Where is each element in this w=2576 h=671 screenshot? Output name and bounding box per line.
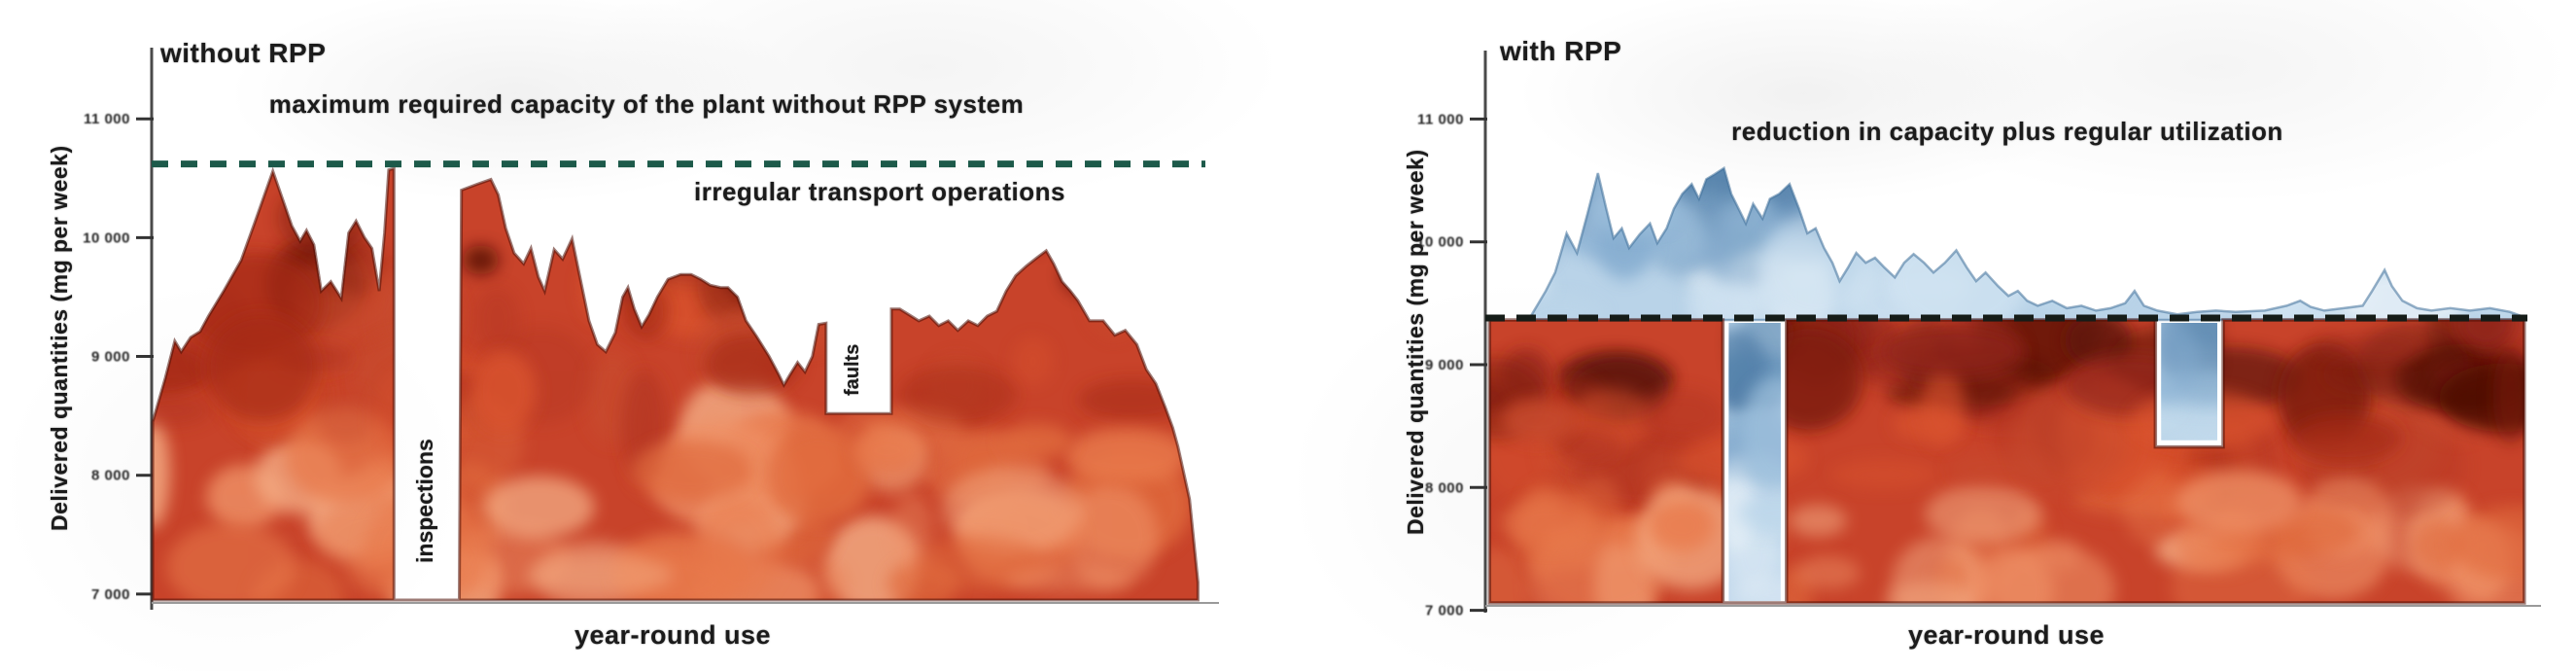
reduction-capacity-label: reduction in capacity plus regular utili… <box>1731 117 2283 146</box>
y-tick-label: 7 000 <box>1425 603 1464 619</box>
texture-blobs <box>1728 323 1781 601</box>
x-axis-label: year-round use <box>574 620 772 650</box>
plot-area-without-rpp: 11 000 10 000 9 000 8 000 7 000 <box>83 48 1219 610</box>
y-tick-label: 7 000 <box>91 586 130 603</box>
capacity-line-label: maximum required capacity of the plant w… <box>268 89 1025 119</box>
irregular-operations-label: irregular transport operations <box>694 177 1065 206</box>
y-tick-label: 11 000 <box>1417 111 1464 127</box>
chart-svg: 11 000 10 000 9 000 8 000 7 000 <box>83 48 1219 610</box>
y-tick-label: 10 000 <box>1416 234 1464 251</box>
texture-blobs <box>1489 320 2524 603</box>
chart-without-rpp: 11 000 10 000 9 000 8 000 7 000 without RPP … <box>0 0 1288 671</box>
y-tick-label: 9 000 <box>1425 357 1464 373</box>
y-tick-labels: 11 000 10 000 9 000 8 000 7 000 <box>83 111 130 603</box>
red-area-outline <box>151 166 1200 602</box>
texture-blobs <box>2161 323 2217 441</box>
x-axis-label: year-round use <box>1907 620 2106 650</box>
chart-title-with-rpp: with RPP <box>1500 36 1622 67</box>
faults-notch-label: faults <box>842 343 863 396</box>
y-tick-label: 11 000 <box>84 111 130 127</box>
y-axis-label: Delivered quantities (mg per week) <box>47 145 72 532</box>
chart-with-rpp: 11 000 10 000 9 000 8 000 7 000 with RPP Del… <box>1288 0 2576 671</box>
y-tick-label: 10 000 <box>83 230 130 246</box>
y-tick-label: 8 000 <box>91 468 130 484</box>
chart-svg: 11 000 10 000 9 000 8 000 7 000 <box>1416 51 2541 619</box>
chart-title-without-rpp: without RPP <box>160 38 327 69</box>
plot-area-with-rpp: 11 000 10 000 9 000 8 000 7 000 <box>1288 0 2576 671</box>
y-tick-label: 9 000 <box>91 349 130 366</box>
y-tick-label: 8 000 <box>1425 479 1464 496</box>
y-axis-label: Delivered quantities (mg per week) <box>1403 149 1428 536</box>
inspections-gap-label: inspections <box>412 439 437 563</box>
blue-peaks-outline <box>1529 165 2522 322</box>
y-tick-labels: 11 000 10 000 9 000 8 000 7 000 <box>1416 111 1464 619</box>
